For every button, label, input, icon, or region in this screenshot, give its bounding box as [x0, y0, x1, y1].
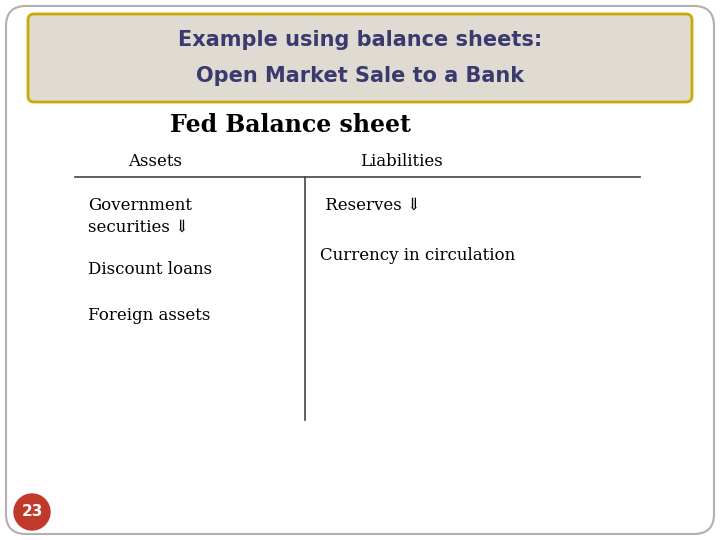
Circle shape: [14, 494, 50, 530]
Text: Currency in circulation: Currency in circulation: [320, 246, 516, 264]
Text: 23: 23: [22, 504, 42, 519]
Text: Discount loans: Discount loans: [88, 261, 212, 279]
FancyBboxPatch shape: [28, 14, 692, 102]
Text: Open Market Sale to a Bank: Open Market Sale to a Bank: [196, 66, 524, 86]
Text: Example using balance sheets:: Example using balance sheets:: [178, 30, 542, 50]
Text: Liabilities: Liabilities: [360, 153, 443, 171]
Text: Foreign assets: Foreign assets: [88, 307, 210, 323]
Text: Assets: Assets: [128, 153, 182, 171]
Text: Government: Government: [88, 197, 192, 213]
Text: securities ⇓: securities ⇓: [88, 219, 189, 235]
Text: Reserves ⇓: Reserves ⇓: [320, 197, 421, 213]
Text: Fed Balance sheet: Fed Balance sheet: [170, 113, 410, 137]
FancyBboxPatch shape: [6, 6, 714, 534]
